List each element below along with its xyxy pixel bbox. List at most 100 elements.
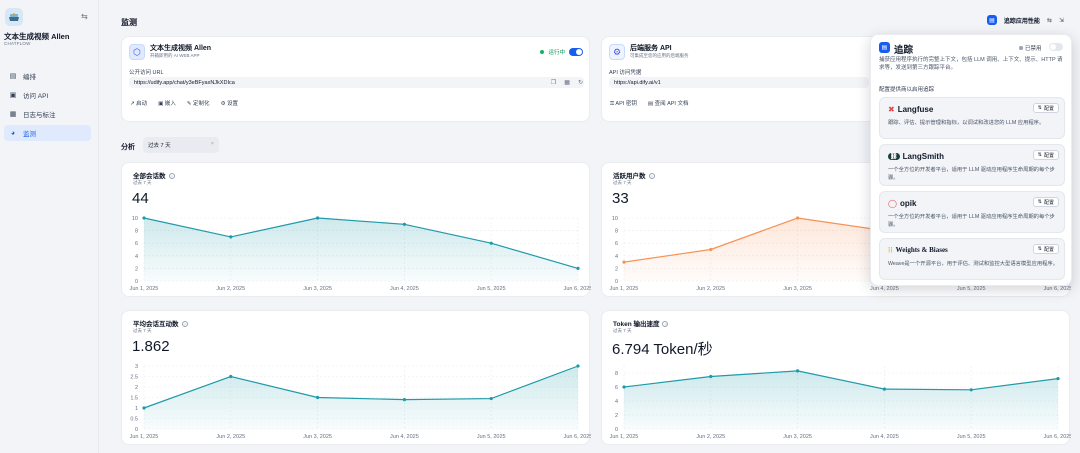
x-tick-label: Jun 4, 2025	[390, 434, 419, 440]
x-tick-label: Jun 2, 2025	[696, 434, 725, 440]
token-speed-chart: 0 2 4 6 8 Jun 1, 2025 Jun 2, 2025 Jun 3, 2025 Ju…	[610, 366, 1071, 440]
swap-icon[interactable]: ⇆	[1046, 17, 1052, 24]
data-point	[969, 388, 973, 392]
copy-icon[interactable]: ❐	[550, 80, 557, 86]
y-tick-label: 0	[615, 279, 618, 285]
data-point	[316, 216, 320, 220]
data-point	[622, 260, 626, 264]
trace-icon: ▤	[986, 15, 997, 25]
x-tick-label: Jun 2, 2025	[216, 286, 245, 292]
chart-card-avg-interactions: 0 0.5 1 1.5 2 2.5 3 Jun 1, 2025 Jun 2, 2025 Jun 3…	[121, 310, 591, 445]
configure-button[interactable]: ⇅ 配置	[1032, 150, 1059, 160]
app-icon[interactable]	[5, 8, 23, 26]
provider-description: 一个全方位的开发者平台，适用于 LLM 驱动应用程序生命周期的每个步骤。	[888, 214, 1055, 228]
info-icon[interactable]: ?	[648, 173, 655, 179]
page-title: 监测	[121, 18, 137, 27]
trace-panel: ▤ 追踪 已禁用 捕获应用程序执行的完整上下文，包括 LLM 调用、上下文、提示…	[870, 34, 1072, 286]
monitor-icon: ◕	[10, 129, 16, 137]
y-tick-label: 8	[615, 229, 618, 235]
collapse-icon[interactable]: ⇲	[1058, 17, 1064, 24]
book-icon: ▤	[647, 101, 655, 107]
data-point	[489, 396, 493, 401]
x-tick-label: Jun 5, 2025	[957, 286, 986, 292]
period-value: 过去 7 天	[148, 143, 171, 149]
customize-button[interactable]: ✎ 定制化	[186, 101, 210, 107]
data-point	[622, 385, 626, 389]
clear-icon[interactable]: ×	[210, 141, 214, 147]
configure-button[interactable]: ⇅ 配置	[1032, 244, 1059, 254]
chart-subtitle: 过去 7 天	[133, 180, 152, 185]
sidebar-item-orchestrate[interactable]: ▤ 编排	[4, 68, 91, 84]
api-url: https://api.dify.ai/v1	[614, 79, 661, 86]
public-url-field[interactable]: https://udify.app/chat/y3eBFyaxNJkXDIca	[129, 77, 584, 88]
top-actions: ▤ 追踪应用性能 ⇆ ⇲	[986, 15, 1064, 25]
launch-button[interactable]: ↗ 启动	[130, 101, 148, 107]
qrcode-icon[interactable]: ▦	[564, 80, 570, 86]
sidebar-item-api[interactable]: ▣ 访问 API	[4, 87, 91, 103]
y-tick-label: 2	[615, 413, 618, 419]
y-tick-label: 1	[135, 406, 138, 412]
x-tick-label: Jun 4, 2025	[390, 286, 419, 292]
series-line	[143, 365, 579, 409]
webapp-toggle[interactable]	[569, 48, 583, 56]
sidebar-item-logs[interactable]: ▦ 日志与标注	[4, 106, 91, 122]
y-tick-label: 10	[132, 216, 138, 222]
sidebar-item-monitor[interactable]: ◕ 监测	[4, 125, 91, 141]
embed-icon: ▣	[158, 101, 165, 107]
x-tick-label: Jun 6, 2025	[564, 434, 591, 440]
trace-toggle[interactable]	[1049, 43, 1063, 51]
x-tick-label: Jun 5, 2025	[957, 434, 986, 440]
period-select[interactable]: 过去 7 天 ×	[143, 137, 219, 153]
data-point	[709, 374, 713, 379]
wandb-logo-icon: ⁞⁞	[888, 246, 893, 254]
info-icon[interactable]: ?	[181, 321, 188, 327]
configure-button[interactable]: ⇅ 配置	[1032, 103, 1059, 113]
api-key-button[interactable]: ⚿ API 密钥	[610, 101, 637, 107]
info-icon[interactable]: ?	[662, 321, 669, 327]
y-tick-label: 2.5	[130, 375, 138, 381]
settings-button[interactable]: ⚙ 设置	[220, 101, 239, 107]
y-tick-label: 8	[615, 371, 618, 377]
y-tick-label: 6	[615, 241, 618, 247]
swap-icon[interactable]: ⇆	[81, 12, 88, 21]
info-icon[interactable]: ?	[168, 173, 175, 179]
data-point	[229, 235, 233, 239]
data-point	[576, 364, 580, 368]
public-url: https://udify.app/chat/y3eBFyaxNJkXDIca	[134, 79, 235, 86]
chart-card-token-speed: 0 2 4 6 8 Jun 1, 2025 Jun 2, 2025 Jun 3, 2025 Ju…	[601, 310, 1071, 445]
data-point	[142, 216, 146, 220]
y-tick-label: 6	[135, 241, 138, 247]
x-tick-label: Jun 2, 2025	[696, 286, 725, 292]
analysis-label: 分析	[121, 144, 135, 151]
x-tick-label: Jun 6, 2025	[564, 286, 591, 292]
x-tick-label: Jun 3, 2025	[783, 286, 812, 292]
embed-button[interactable]: ▣ 嵌入	[158, 101, 176, 107]
y-tick-label: 4	[135, 254, 138, 260]
api-url-field[interactable]: https://api.dify.ai/v1	[609, 77, 869, 88]
configure-button[interactable]: ⇅ 配置	[1032, 197, 1059, 207]
api-icon: ⚙	[609, 44, 625, 60]
x-tick-label: Jun 2, 2025	[216, 434, 245, 440]
series-line	[143, 217, 579, 269]
refresh-icon[interactable]: ↻	[577, 80, 583, 86]
y-tick-label: 4	[615, 399, 618, 405]
chart-card-conversations: 0 2 4 6 8 10 Jun 1, 2025 Jun 2, 2025 Jun 3, 2025…	[121, 162, 591, 297]
series-line	[623, 370, 1059, 391]
api-docs-button[interactable]: ▤ 查阅 API 文档	[647, 101, 689, 107]
area-fill	[144, 218, 578, 281]
trace-app-button[interactable]: 追踪应用性能	[1003, 18, 1040, 25]
data-point	[229, 374, 233, 379]
sidebar-item-label: 日志与标注	[23, 112, 56, 119]
x-tick-label: Jun 1, 2025	[610, 434, 639, 440]
chart-title: Token 输出速度?	[613, 321, 669, 328]
y-tick-label: 0	[135, 427, 138, 433]
app-name: 文本生成视频 Allen	[4, 32, 70, 41]
y-tick-label: 0.5	[130, 417, 138, 423]
provider-opik: ◯ opik ⇅ 配置 一个全方位的开发者平台，适用于 LLM 驱动应用程序生命周期…	[879, 191, 1065, 233]
y-tick-label: 2	[615, 266, 618, 272]
x-tick-label: Jun 1, 2025	[130, 434, 159, 440]
y-tick-label: 4	[615, 254, 618, 260]
layout-icon: ▤	[9, 73, 17, 80]
app-type: CHATFLOW	[4, 41, 31, 46]
y-tick-label: 0	[615, 427, 618, 433]
